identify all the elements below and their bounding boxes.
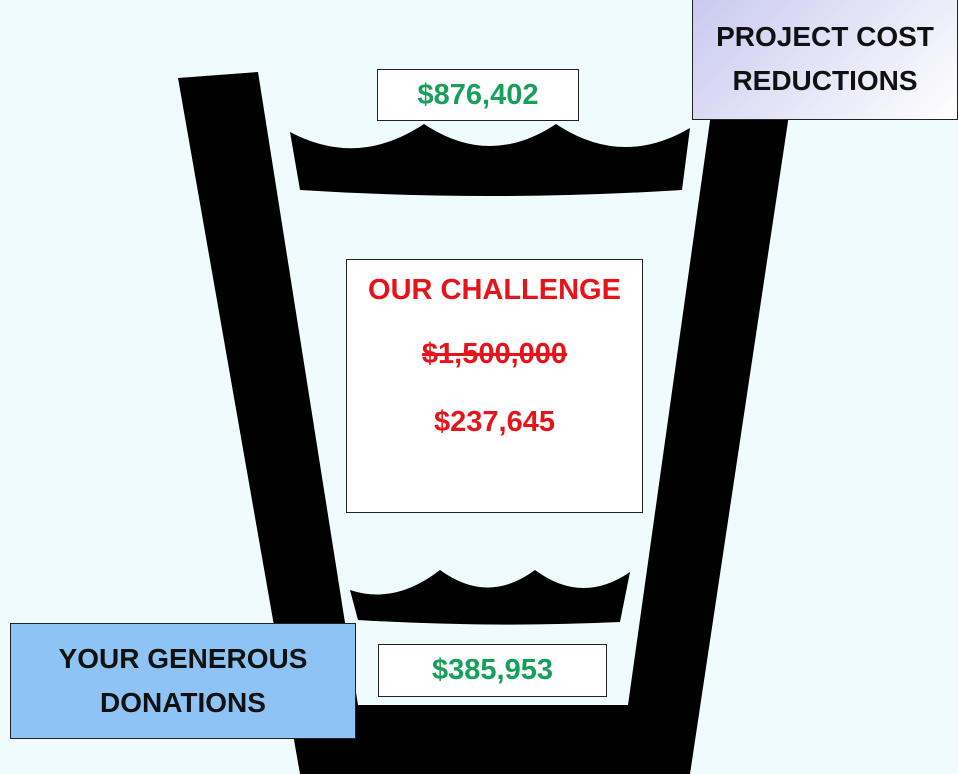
bottom-amount: $385,953: [432, 654, 553, 687]
challenge-box: OUR CHALLENGE $1,500,000 $237,645: [346, 259, 643, 513]
project-cost-box: PROJECT COST REDUCTIONS: [692, 0, 958, 120]
label-line: DONATIONS: [100, 681, 266, 725]
bottom-water-wave: [350, 570, 630, 625]
label-line: PROJECT COST: [716, 15, 934, 59]
donations-box: YOUR GENEROUS DONATIONS: [10, 623, 356, 739]
original-amount: $1,500,000: [422, 338, 567, 406]
top-amount-box: $876,402: [377, 69, 579, 121]
top-water-wave: [290, 124, 690, 196]
page: PROJECT COST REDUCTIONS $876,402 OUR CHA…: [0, 0, 958, 774]
label-line: REDUCTIONS: [732, 59, 917, 103]
top-amount: $876,402: [418, 79, 539, 112]
current-amount: $237,645: [434, 406, 555, 439]
label-line: YOUR GENEROUS: [59, 637, 308, 681]
bottom-amount-box: $385,953: [378, 644, 607, 697]
challenge-title: OUR CHALLENGE: [368, 274, 621, 338]
